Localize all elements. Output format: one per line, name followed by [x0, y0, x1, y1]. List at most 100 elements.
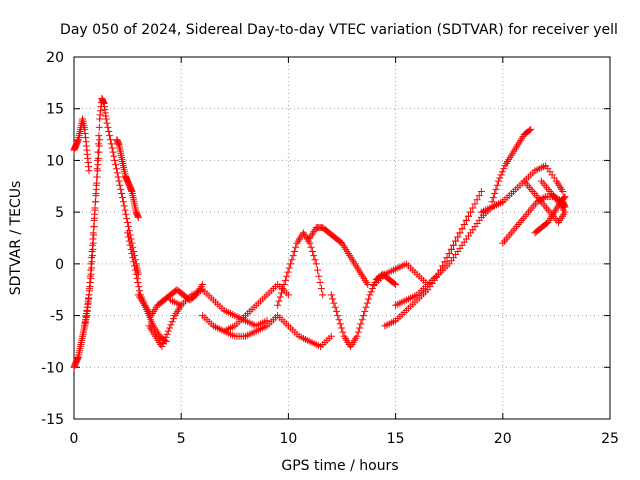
series-climb-b: [370, 187, 485, 289]
data-point: [464, 212, 472, 220]
data-point: [91, 210, 99, 218]
data-point: [456, 229, 464, 237]
data-point: [95, 148, 103, 156]
data-point: [327, 291, 335, 299]
data-point: [496, 174, 504, 182]
data-point: [315, 272, 323, 280]
data-point: [287, 260, 295, 268]
data-point: [103, 119, 111, 127]
data-point: [167, 321, 175, 329]
data-point: [353, 332, 361, 340]
axis-ticks: [73, 56, 611, 420]
x-tick-label: 5: [177, 431, 186, 447]
data-point: [559, 187, 567, 195]
data-point: [363, 299, 371, 307]
data-point: [537, 177, 545, 185]
data-point: [279, 285, 287, 293]
data-point: [116, 181, 124, 189]
data-point: [104, 123, 112, 131]
data-point: [112, 165, 120, 173]
data-point: [447, 245, 455, 253]
data-point: [124, 233, 132, 241]
data-point: [276, 293, 284, 301]
data-point: [86, 272, 94, 280]
data-point: [121, 206, 129, 214]
data-point: [284, 268, 292, 276]
series-flat-2: [199, 281, 292, 335]
data-point: [135, 283, 143, 291]
series-tail-low: [531, 193, 569, 237]
data-point: [124, 223, 132, 231]
data-point: [130, 262, 138, 270]
y-tick-labels: -15 -10 -5 0 5 10 15 20: [41, 50, 64, 428]
data-point: [275, 297, 283, 305]
data-point: [477, 187, 485, 195]
data-point: [312, 260, 320, 268]
data-point: [115, 177, 123, 185]
data-point: [331, 303, 339, 311]
data-point: [124, 218, 132, 226]
data-point: [168, 318, 176, 326]
data-point: [110, 152, 118, 160]
data-point: [525, 126, 533, 134]
data-point: [134, 213, 142, 221]
data-point: [469, 204, 477, 212]
plot-frame: [73, 56, 611, 420]
x-tick-label: 15: [387, 431, 405, 447]
series-wiggle-b: [145, 301, 185, 351]
data-point: [159, 339, 167, 347]
x-tick-label: 20: [494, 431, 512, 447]
data-point: [88, 247, 96, 255]
series-fall-1: [102, 115, 142, 278]
data-point: [128, 250, 136, 258]
y-tick-label: 0: [55, 257, 64, 273]
data-point: [124, 229, 132, 237]
data-point: [540, 194, 548, 202]
data-point: [290, 247, 298, 255]
data-point: [85, 285, 93, 293]
data-point: [132, 270, 140, 278]
data-point: [489, 194, 497, 202]
data-point: [458, 225, 466, 233]
data-point: [292, 243, 300, 251]
y-tick-label: -10: [41, 360, 64, 376]
data-point: [317, 285, 325, 293]
data-point: [130, 258, 138, 266]
data-point: [443, 254, 451, 262]
data-point: [122, 210, 130, 218]
data-point: [339, 328, 347, 336]
data-point: [314, 266, 322, 274]
data-point: [94, 154, 102, 162]
data-point: [95, 142, 103, 150]
data-point: [492, 185, 500, 193]
data-point: [354, 328, 362, 336]
data-point: [329, 295, 337, 303]
data-point: [498, 168, 506, 176]
data-point: [86, 278, 94, 286]
data-point: [94, 167, 102, 175]
data-point: [120, 202, 128, 210]
data-point: [106, 132, 114, 140]
data-point: [285, 264, 293, 272]
data-point: [94, 161, 102, 169]
data-point: [357, 320, 365, 328]
series-hump-12: [306, 224, 372, 289]
series-lower-band: [220, 312, 335, 351]
data-point: [471, 200, 479, 208]
data-point: [93, 179, 101, 187]
y-tick-label: -15: [41, 412, 64, 428]
data-point: [493, 181, 501, 189]
data-point: [283, 272, 291, 280]
data-point: [460, 221, 468, 229]
data-point: [500, 165, 508, 173]
data-point: [441, 258, 449, 266]
data-point: [96, 136, 104, 144]
data-point: [125, 237, 133, 245]
x-tick-label: 10: [279, 431, 297, 447]
data-point: [308, 247, 316, 255]
data-point: [280, 281, 288, 289]
data-point: [359, 312, 367, 320]
data-point: [87, 266, 95, 274]
data-point: [108, 144, 116, 152]
